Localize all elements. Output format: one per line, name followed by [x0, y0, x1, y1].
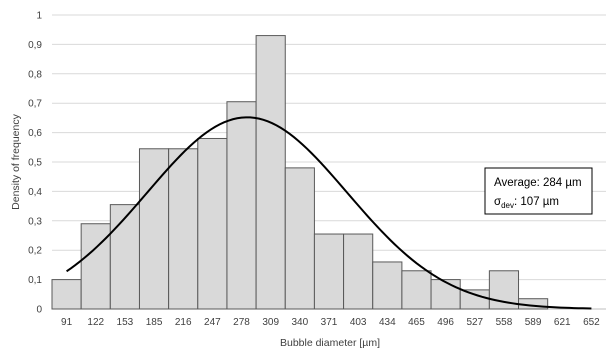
- normal-fit-curve: [66, 116, 592, 310]
- histogram-bar: [51, 279, 82, 310]
- x-tick-label: 465: [408, 317, 425, 328]
- x-tick-label: 496: [437, 317, 454, 328]
- y-tick-label: 0,1: [28, 275, 42, 286]
- average-stat: Average: 284 µm: [494, 177, 582, 189]
- x-axis-ticks: 91 122 153 185 216 247 278 309 340 371 403 434 465 49…: [61, 317, 600, 328]
- x-tick-label: 403: [350, 317, 367, 328]
- histogram-bar: [138, 148, 170, 310]
- x-tick-label: 309: [262, 317, 279, 328]
- histogram-bar: [430, 279, 461, 310]
- x-tick-label: 652: [583, 317, 600, 328]
- histogram-bar: [459, 289, 490, 310]
- x-axis-title: Bubble diameter [µm]: [280, 337, 380, 349]
- normal-curve-path: [66, 116, 592, 310]
- histogram-bar: [372, 261, 403, 310]
- histogram-bar: [80, 223, 111, 310]
- x-tick-label: 122: [87, 317, 104, 328]
- y-tick-label: 0,2: [28, 246, 42, 257]
- x-tick-label: 621: [554, 317, 571, 328]
- sigma-stat: σdev: 107 µm: [494, 196, 559, 210]
- y-tick-label: 0,5: [28, 158, 42, 169]
- histogram-bar: [343, 233, 374, 310]
- x-tick-label: 216: [175, 317, 192, 328]
- x-tick-label: 340: [291, 317, 308, 328]
- histogram-bar: [109, 204, 140, 310]
- y-axis-title: Density of frequency: [10, 113, 22, 209]
- histogram-bar: [197, 137, 228, 310]
- sigma-symbol: σ: [494, 196, 501, 208]
- y-tick-label: 0,7: [28, 99, 42, 110]
- histogram-bar: [226, 101, 257, 310]
- y-tick-label: 0,6: [28, 128, 42, 139]
- x-tick-label: 558: [496, 317, 513, 328]
- x-tick-label: 371: [321, 317, 338, 328]
- y-tick-label: 0: [36, 305, 42, 316]
- y-tick-label: 0,3: [28, 216, 42, 227]
- x-tick-label: 91: [61, 317, 73, 328]
- x-tick-label: 153: [117, 317, 134, 328]
- histogram-bar: [313, 233, 345, 310]
- histogram-bar: [255, 35, 286, 310]
- bars: [51, 35, 549, 310]
- x-tick-label: 527: [466, 317, 483, 328]
- x-tick-label: 278: [233, 317, 250, 328]
- sigma-subscript: dev: [501, 201, 514, 210]
- stats-box-frame: [484, 167, 593, 215]
- x-tick-label: 247: [204, 317, 221, 328]
- y-tick-label: 0,8: [28, 69, 42, 80]
- histogram-bar: [401, 270, 432, 310]
- x-tick-label: 589: [525, 317, 542, 328]
- y-tick-label: 1: [36, 11, 42, 22]
- sigma-value: : 107 µm: [514, 196, 559, 208]
- histogram-bar: [284, 167, 315, 310]
- y-tick-label: 0,9: [28, 40, 42, 51]
- stats-box: Average: 284 µm σdev: 107 µm: [484, 167, 593, 215]
- x-tick-label: 434: [379, 317, 396, 328]
- y-axis-ticks: 0 0,1 0,2 0,3 0,4 0,5 0,6 0,7 0,8 0,9 1: [28, 11, 42, 316]
- histogram-bar: [168, 148, 199, 310]
- x-tick-label: 185: [146, 317, 163, 328]
- y-tick-label: 0,4: [28, 187, 42, 198]
